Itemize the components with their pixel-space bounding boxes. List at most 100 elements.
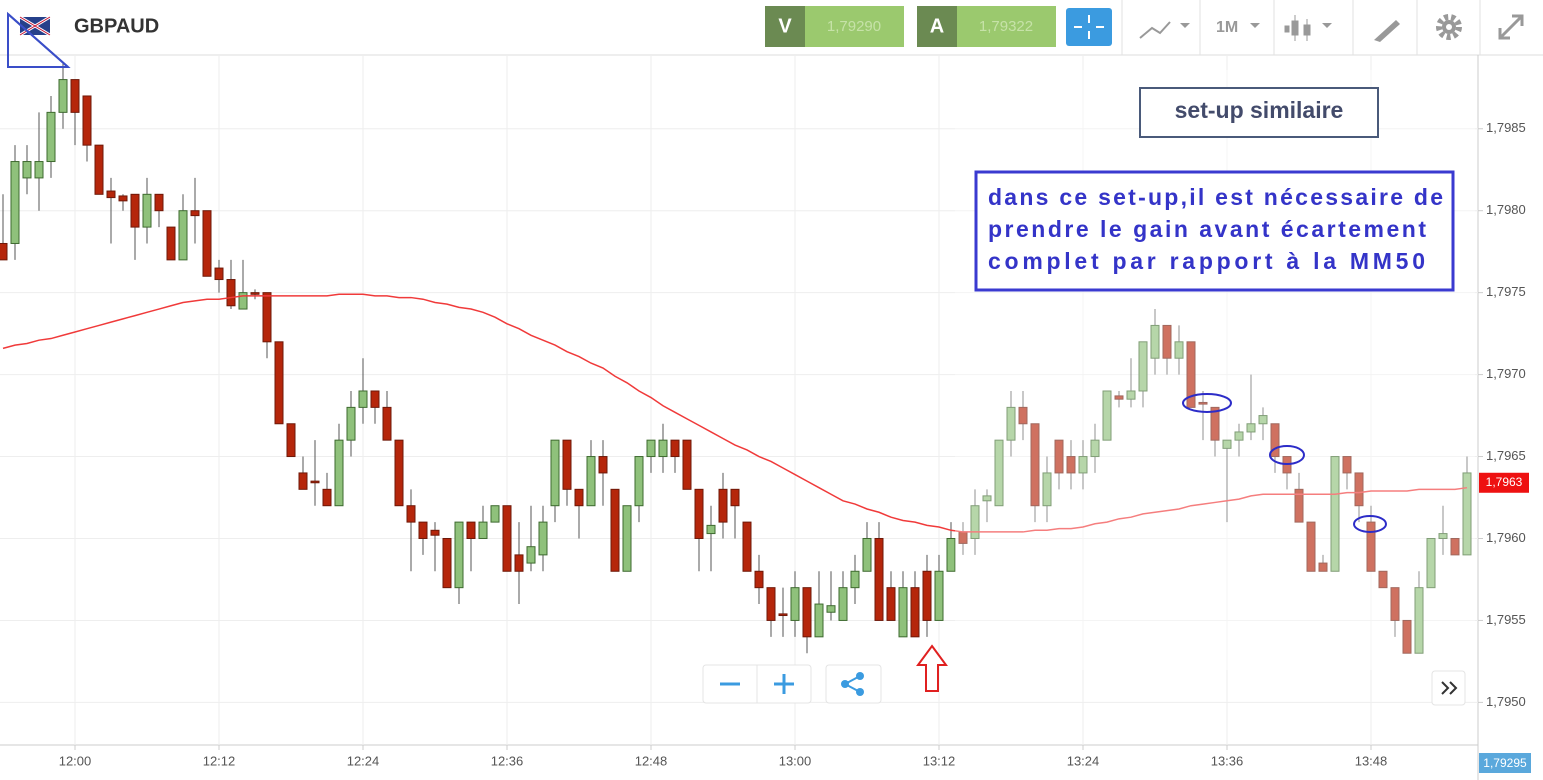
x-tick-label: 12:24 (347, 753, 380, 768)
candle-body (0, 242, 8, 261)
fullscreen-icon[interactable] (1498, 14, 1524, 40)
candle-body (1342, 456, 1352, 474)
candle-body (1462, 472, 1472, 556)
chart-type-icon[interactable] (1284, 15, 1311, 41)
symbol: GBPAUD (74, 15, 159, 37)
candle-body (694, 488, 704, 539)
candle-body (766, 587, 776, 621)
note-backdrop (955, 70, 1475, 670)
x-tick-label: 12:48 (635, 753, 668, 768)
triangle-diagonal (7, 13, 69, 68)
settings-icon[interactable] (1436, 14, 1462, 40)
draw-icon[interactable] (1374, 20, 1400, 42)
candle-body (370, 390, 380, 408)
setup-label: set-up similaire (1175, 97, 1344, 123)
candle-body (838, 587, 848, 621)
candle-body (1186, 341, 1196, 408)
candle-body (682, 439, 692, 490)
candle-body (1450, 537, 1460, 556)
candle-body (814, 603, 824, 638)
candle-body (874, 537, 884, 621)
candle-body (394, 439, 404, 507)
candle-body (514, 554, 524, 572)
timeframe[interactable]: 1M (1216, 19, 1238, 36)
y-tick-label: 1,7955 (1486, 612, 1526, 627)
candle-body (1234, 431, 1244, 441)
indicator-icon[interactable] (1139, 21, 1171, 39)
candle-body (214, 267, 224, 281)
buy-price: 1,79322 (979, 18, 1033, 35)
candle-body (742, 521, 752, 572)
candle-body (1198, 401, 1208, 405)
highlight-ellipse (1353, 515, 1387, 533)
candle-body (1210, 406, 1220, 441)
candle-body (538, 521, 548, 556)
candle-body (130, 193, 140, 228)
candle-body (1078, 456, 1088, 474)
candle-body (1258, 415, 1268, 425)
note-line: prendre le gain avant écartement (988, 216, 1426, 242)
candle-body (1222, 439, 1232, 449)
candle-body (490, 505, 500, 523)
candle-body (970, 505, 980, 539)
note-line: complet par rapport à la MM50 (988, 248, 1425, 274)
buy-button[interactable]: A 1,79322 (917, 6, 1056, 47)
y-tick-label: 1,7985 (1486, 120, 1526, 135)
candle-body (886, 587, 896, 621)
candle-body (1270, 423, 1280, 458)
x-tick-label: 12:12 (203, 753, 236, 768)
flag-cross-red (19, 16, 51, 36)
candle-body (1018, 406, 1028, 425)
candle-body (850, 570, 860, 589)
candle-body (706, 524, 716, 535)
candle-body (22, 161, 32, 179)
zoom-in[interactable] (774, 674, 794, 694)
settings-hole (1446, 24, 1452, 30)
x-tick-label: 12:36 (491, 753, 524, 768)
candle-body (826, 605, 836, 613)
candle-body (34, 161, 44, 179)
highlight-ellipse (1182, 393, 1232, 413)
candle-body (442, 537, 452, 589)
x-tick-label: 12:00 (59, 753, 92, 768)
candle-body (502, 505, 512, 572)
buy-label: A (930, 15, 944, 37)
candle-body (526, 546, 536, 564)
chart-type-caret (1322, 23, 1332, 28)
candle-body (790, 587, 800, 621)
candle-body (454, 521, 464, 589)
candle-body (58, 79, 68, 113)
candle-body (1246, 423, 1256, 433)
candle-body (994, 439, 1004, 507)
cursor-badge (1479, 753, 1531, 773)
candle-body (274, 341, 284, 425)
candle-body (226, 279, 236, 307)
candle-body (142, 193, 152, 228)
separators (1121, 0, 1481, 55)
candle-body (1138, 341, 1148, 392)
y-tick-label: 1,7970 (1486, 366, 1526, 381)
sell-button[interactable]: V 1,79290 (765, 6, 904, 47)
candle-body (670, 439, 680, 458)
x-tick-label: 13:00 (779, 753, 812, 768)
candle-body (406, 505, 416, 523)
candle-body (190, 210, 200, 217)
candle-body (1390, 587, 1400, 621)
scroll-end[interactable] (1441, 681, 1458, 695)
candle-body (106, 190, 116, 199)
candle-body (94, 144, 104, 195)
candle-body (562, 439, 572, 490)
x-tick-label: 13:12 (923, 753, 956, 768)
candle-body (610, 488, 620, 572)
toolbar: GBPAUD V 1,79290 A 1,79322 1M (0, 0, 1543, 56)
candle-body (154, 193, 164, 212)
x-tick-label: 13:24 (1067, 753, 1100, 768)
candle-body (1006, 406, 1016, 441)
candle-body (946, 537, 956, 572)
candle-body (1090, 439, 1100, 458)
crosshair-button[interactable] (1066, 8, 1112, 46)
candle-body (382, 406, 392, 441)
candle-body (1306, 521, 1316, 572)
share-icon[interactable] (841, 672, 864, 696)
candle-body (778, 613, 788, 617)
